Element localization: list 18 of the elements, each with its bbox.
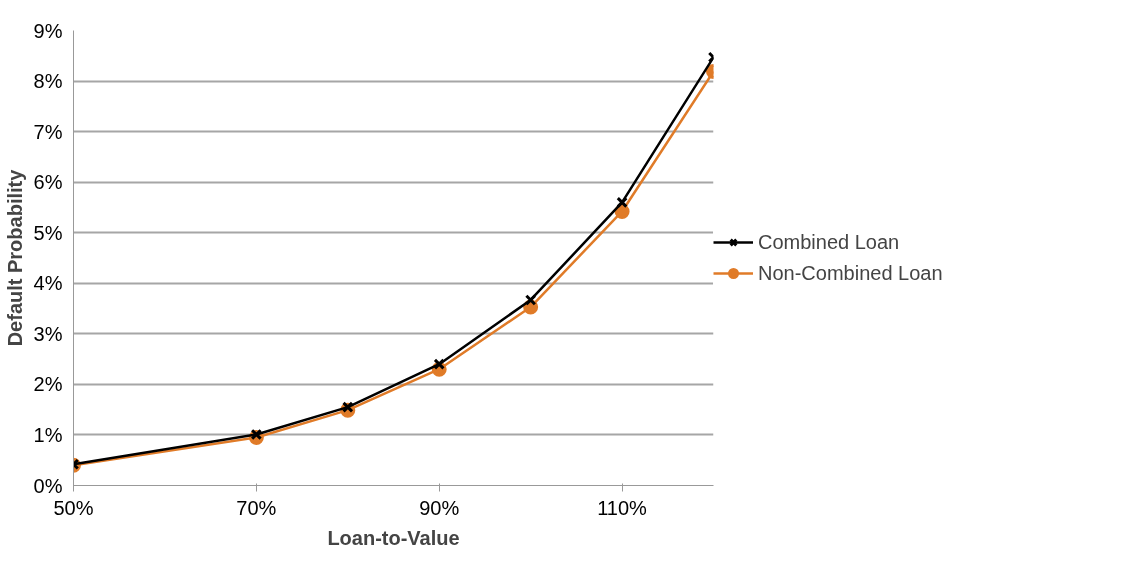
y-tick-label: 8%: [33, 70, 63, 93]
y-tick-label: 3%: [33, 322, 63, 345]
y-tick-label: 1%: [33, 423, 63, 446]
x-axis-title: Loan-to-Value: [327, 526, 460, 549]
legend-label: Non-Combined Loan: [758, 261, 943, 285]
y-axis-title: Default Probability: [3, 168, 26, 347]
x-tick-label: 90%: [419, 496, 460, 519]
y-tick-label: 5%: [33, 221, 63, 244]
y-tick-label: 9%: [33, 19, 63, 42]
y-tick-label: 4%: [33, 272, 63, 295]
x-tick-label: 50%: [53, 496, 94, 519]
legend-label: Combined Loan: [758, 230, 900, 254]
y-tick-label: 6%: [33, 171, 63, 194]
y-tick-label: 0%: [33, 474, 63, 497]
x-tick-label: 110%: [597, 496, 648, 519]
y-tick-label: 7%: [33, 120, 63, 143]
y-tick-label: 2%: [33, 373, 63, 396]
x-tick-label: 70%: [236, 496, 277, 519]
